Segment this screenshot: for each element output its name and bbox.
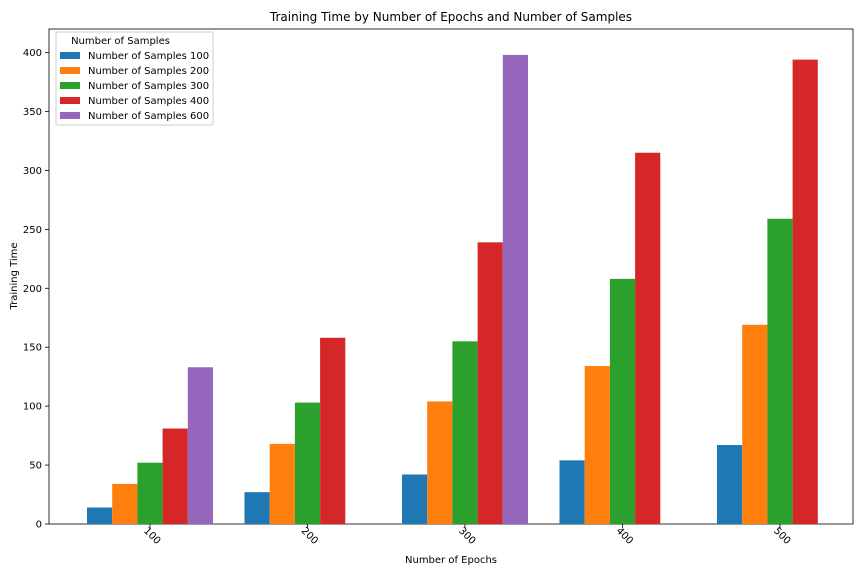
y-tick-label: 100	[23, 402, 42, 413]
bar	[792, 59, 818, 525]
y-tick-label: 350	[23, 107, 42, 118]
y-tick-label: 0	[36, 520, 42, 531]
chart-title: Training Time by Number of Epochs and Nu…	[269, 10, 632, 24]
x-tick-label: 400	[614, 526, 635, 547]
bar	[767, 218, 793, 524]
legend-label: Number of Samples 300	[88, 81, 209, 92]
bar	[187, 367, 213, 524]
bar	[584, 366, 610, 524]
bar	[294, 402, 321, 524]
plot-area: 0 50 100 150 200 250 300 350 400 100 200 300 400 500	[23, 28, 854, 547]
x-tick-label: 100	[141, 526, 162, 547]
bar	[162, 428, 188, 524]
y-axis-ticks: 0 50 100 150 200 250 300 350 400	[23, 48, 49, 531]
x-tick-label: 200	[299, 526, 320, 547]
bar	[244, 492, 270, 524]
bar	[427, 401, 453, 524]
bar	[402, 474, 428, 524]
bar	[320, 337, 346, 524]
bar	[452, 341, 478, 524]
x-axis-label: Number of Epochs	[405, 555, 497, 566]
bar	[87, 507, 113, 524]
bar	[137, 462, 163, 524]
legend-label: Number of Samples 600	[88, 111, 209, 122]
legend-swatch	[60, 82, 80, 89]
y-tick-label: 250	[23, 225, 42, 236]
y-tick-label: 400	[23, 48, 42, 59]
bar	[112, 483, 138, 524]
x-axis-ticks: 100 200 300 400 500	[141, 524, 792, 547]
x-tick-label: 300	[456, 526, 477, 547]
legend-swatch	[60, 52, 80, 59]
legend-swatch	[60, 97, 80, 104]
y-tick-label: 300	[23, 166, 42, 177]
legend-label: Number of Samples 400	[88, 96, 209, 107]
y-tick-label: 50	[29, 461, 42, 472]
y-axis-label: Training Time	[9, 242, 20, 310]
legend-box	[55, 31, 214, 126]
legend-items: Number of Samples 100 Number of Samples 2…	[60, 51, 209, 122]
x-tick-label: 500	[771, 526, 792, 547]
y-tick-label: 150	[23, 343, 42, 354]
bar	[502, 54, 528, 525]
bars-group	[87, 54, 818, 525]
bar	[717, 445, 743, 524]
legend-swatch	[60, 67, 80, 74]
legend-title: Number of Samples	[71, 36, 170, 47]
bar	[635, 152, 661, 524]
legend-label: Number of Samples 100	[88, 51, 209, 62]
legend-label: Number of Samples 200	[88, 66, 209, 77]
y-tick-label: 200	[23, 284, 42, 295]
legend: Number of Samples Number of Samples 100N…	[55, 31, 214, 126]
bar	[609, 278, 636, 524]
bar	[269, 443, 295, 524]
legend-swatch	[60, 112, 80, 119]
bar	[742, 324, 768, 524]
bar	[477, 242, 503, 525]
bar	[559, 460, 585, 524]
